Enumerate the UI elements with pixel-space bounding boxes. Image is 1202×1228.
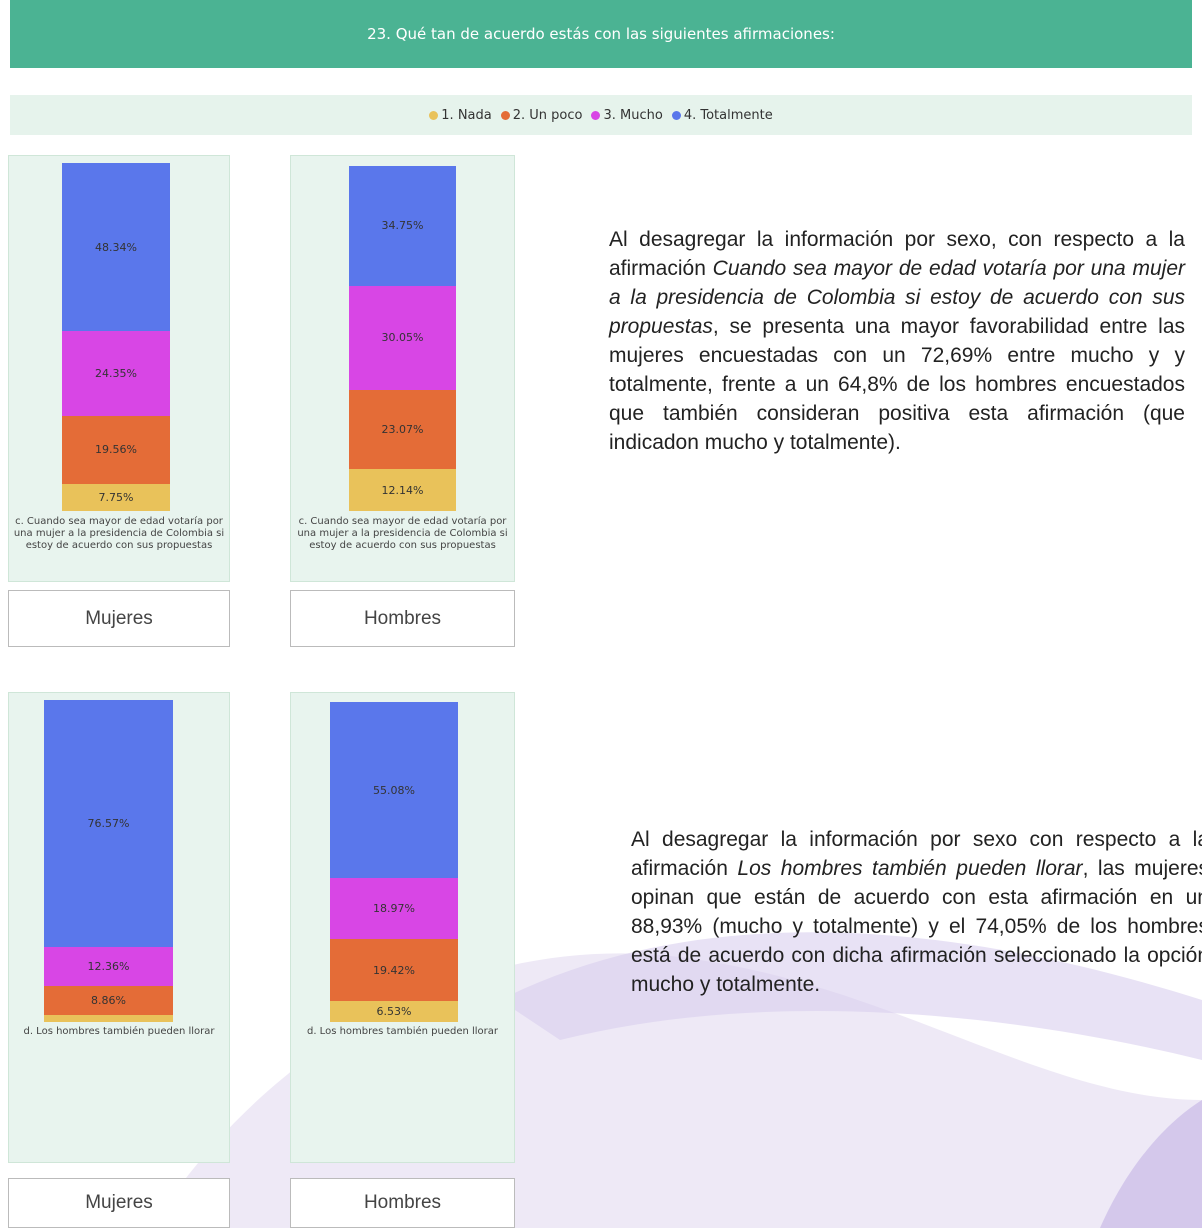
data-label: 55.08% bbox=[373, 784, 415, 797]
data-label: 19.56% bbox=[95, 443, 137, 456]
bar-segment: 19.56% bbox=[62, 416, 170, 484]
legend-swatch bbox=[429, 111, 438, 120]
legend: 1. Nada 2. Un poco 3. Mucho 4. Totalmente bbox=[10, 95, 1192, 135]
bar-segment bbox=[44, 1015, 173, 1022]
legend-item: 2. Un poco bbox=[501, 108, 583, 123]
text-run: Los hombres también pueden llorar bbox=[737, 857, 1082, 880]
bar-segment: 34.75% bbox=[349, 166, 456, 286]
legend-label: 3. Mucho bbox=[603, 108, 662, 123]
paragraph: Al desagregar la información por sexo co… bbox=[631, 825, 1202, 999]
legend-item: 3. Mucho bbox=[591, 108, 662, 123]
legend-label: 2. Un poco bbox=[513, 108, 583, 123]
bar-segment: 6.53% bbox=[330, 1001, 458, 1022]
bar-segment: 23.07% bbox=[349, 390, 456, 470]
data-label: 19.42% bbox=[373, 964, 415, 977]
group-label: Mujeres bbox=[8, 590, 230, 647]
data-label: 23.07% bbox=[382, 423, 424, 436]
bar-segment: 19.42% bbox=[330, 939, 458, 1001]
bar-segment: 8.86% bbox=[44, 986, 173, 1015]
data-label: 18.97% bbox=[373, 902, 415, 915]
data-label: 34.75% bbox=[382, 219, 424, 232]
legend-item: 4. Totalmente bbox=[672, 108, 773, 123]
data-label: 7.75% bbox=[99, 491, 134, 504]
bar-segment: 12.14% bbox=[349, 469, 456, 511]
bar-segment: 18.97% bbox=[330, 878, 458, 939]
chart-caption: c. Cuando sea mayor de edad votaría por … bbox=[12, 516, 226, 582]
legend-swatch bbox=[591, 111, 600, 120]
legend-swatch bbox=[501, 111, 510, 120]
bar-segment: 48.34% bbox=[62, 163, 170, 331]
data-label: 76.57% bbox=[88, 817, 130, 830]
data-label: 24.35% bbox=[95, 367, 137, 380]
legend-label: 1. Nada bbox=[441, 108, 491, 123]
bar-segment: 12.36% bbox=[44, 947, 173, 987]
bar-segment: 30.05% bbox=[349, 286, 456, 390]
page: 23. Qué tan de acuerdo estás con las sig… bbox=[0, 0, 1202, 1228]
bar-segment: 55.08% bbox=[330, 702, 458, 878]
data-label: 8.86% bbox=[91, 994, 126, 1007]
group-label: Mujeres bbox=[8, 1178, 230, 1228]
paragraph: Al desagregar la información por sexo, c… bbox=[609, 225, 1185, 457]
legend-label: 4. Totalmente bbox=[684, 108, 773, 123]
header-title: 23. Qué tan de acuerdo estás con las sig… bbox=[10, 0, 1192, 68]
bar-segment: 24.35% bbox=[62, 331, 170, 416]
group-label: Hombres bbox=[290, 590, 515, 647]
data-label: 12.36% bbox=[88, 960, 130, 973]
data-label: 48.34% bbox=[95, 241, 137, 254]
group-label: Hombres bbox=[290, 1178, 515, 1228]
bar-segment: 7.75% bbox=[62, 484, 170, 511]
bar-segment: 76.57% bbox=[44, 700, 173, 947]
legend-item: 1. Nada bbox=[429, 108, 491, 123]
data-label: 30.05% bbox=[382, 331, 424, 344]
legend-swatch bbox=[672, 111, 681, 120]
data-label: 6.53% bbox=[377, 1005, 412, 1018]
chart-caption: d. Los hombres también pueden llorar bbox=[12, 1026, 226, 1062]
data-label: 12.14% bbox=[382, 484, 424, 497]
chart-caption: c. Cuando sea mayor de edad votaría por … bbox=[294, 516, 511, 582]
chart-caption: d. Los hombres también pueden llorar bbox=[294, 1026, 511, 1062]
